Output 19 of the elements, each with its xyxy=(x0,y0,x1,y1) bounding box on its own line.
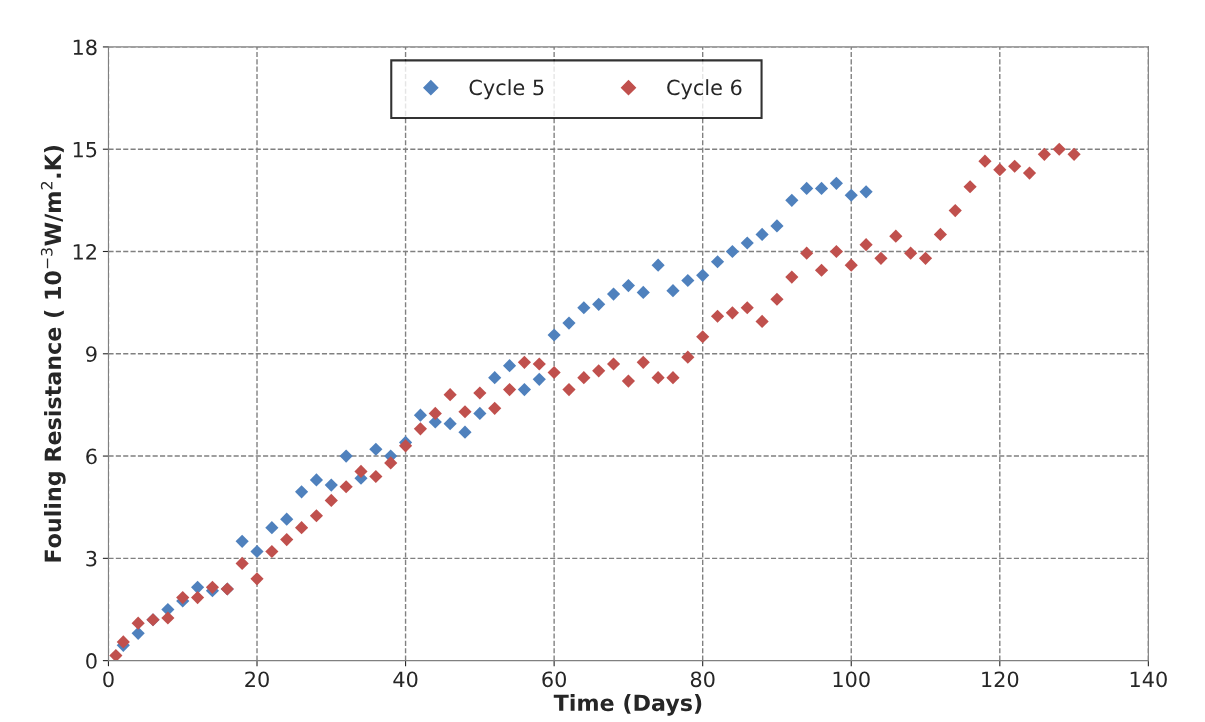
x-tick-label: 100 xyxy=(833,671,870,688)
x-tick-label: 40 xyxy=(393,671,418,688)
y-tick-label: 0 xyxy=(86,653,97,669)
y-tick-label: 9 xyxy=(86,346,97,362)
y-tick-label: 3 xyxy=(86,550,97,567)
x-tick-label: 20 xyxy=(245,671,269,688)
legend-label: Cycle 6 xyxy=(667,79,742,100)
x-tick-label: 140 xyxy=(1130,671,1167,688)
y-tick-label: 18 xyxy=(73,39,97,56)
y-tick-label: 15 xyxy=(73,141,97,158)
x-tick-label: 80 xyxy=(690,671,715,688)
y-axis-title: Fouling Resistance ( 10$^{−3}$W/m$^{2}$.K) xyxy=(40,145,66,562)
x-tick-label: 0 xyxy=(103,671,114,688)
x-tick-label: 60 xyxy=(542,671,566,688)
x-tick-label: 120 xyxy=(982,671,1019,688)
y-tick-label: 6 xyxy=(86,448,97,465)
legend-label: Cycle 5 xyxy=(469,79,544,100)
y-tick-label: 12 xyxy=(73,243,96,260)
x-axis-title: Time (Days) xyxy=(553,693,702,716)
